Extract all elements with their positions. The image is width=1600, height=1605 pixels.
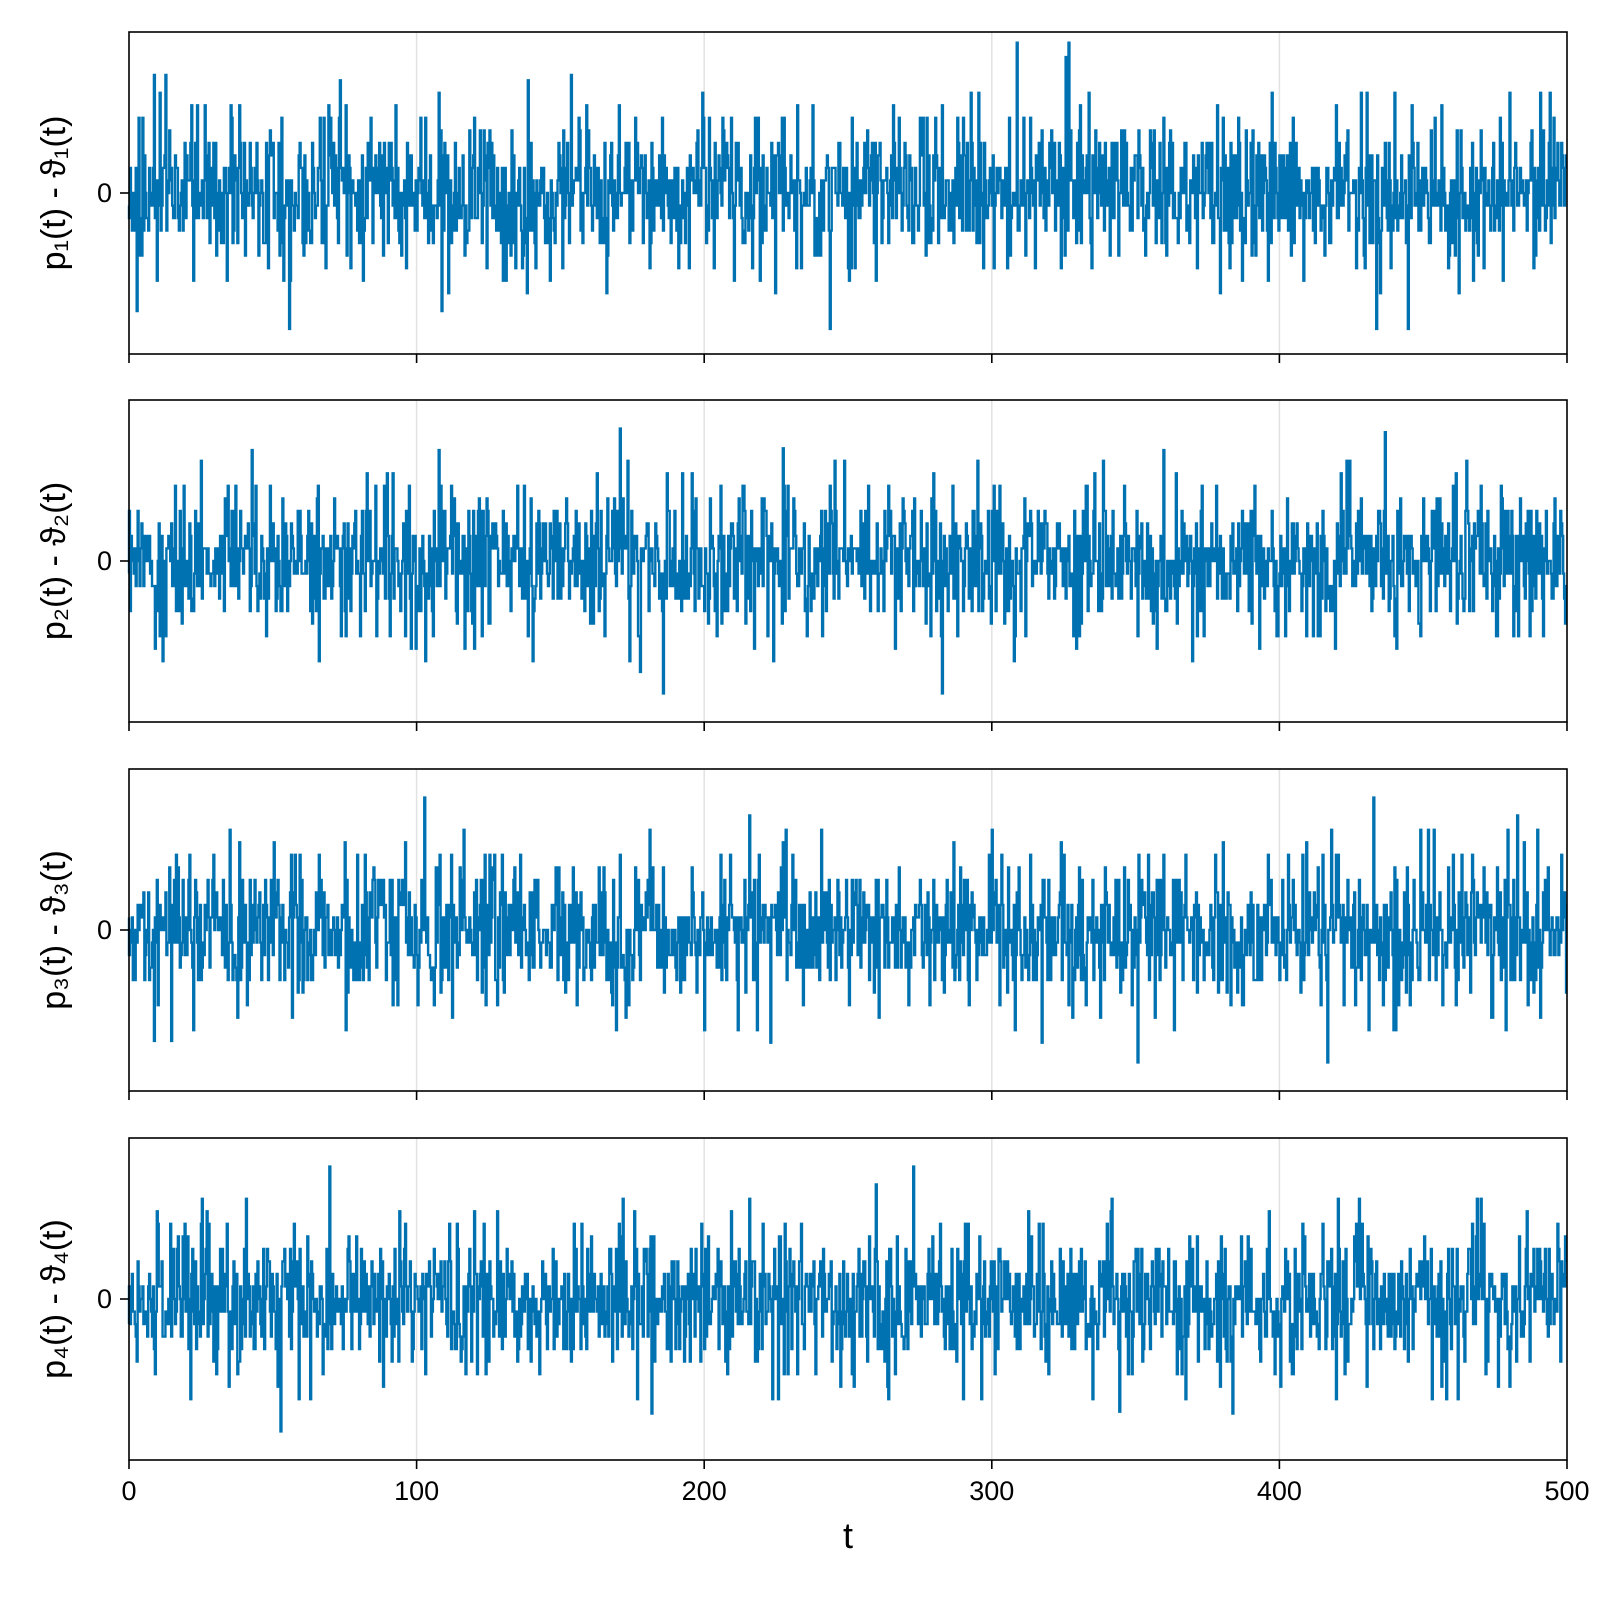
- series-line: [127, 41, 1568, 331]
- panel-2: 0 p₂(t) - ϑ₂(t): [35, 399, 1568, 731]
- y-tick-label: 0: [97, 546, 112, 576]
- panel-1: 0 p₁(t) - ϑ₁(t): [35, 31, 1568, 363]
- y-tick-label: 0: [97, 178, 112, 208]
- y-axis-label: p₁(t) - ϑ₁(t): [35, 116, 73, 271]
- panel-3: 0 p₃(t) - ϑ₃(t): [35, 768, 1568, 1100]
- y-tick-label: 0: [97, 1284, 112, 1314]
- x-tick-label: 0: [121, 1476, 136, 1506]
- x-tick-label: 200: [682, 1476, 727, 1506]
- y-axis-label: p₂(t) - ϑ₂(t): [35, 482, 73, 640]
- x-axis-label: t: [843, 1515, 853, 1556]
- panel-4: 0 p₄(t) - ϑ₄(t) 0 100 200 300 400 500 t: [35, 1137, 1590, 1556]
- series-line: [127, 796, 1568, 1064]
- series-line: [127, 427, 1568, 695]
- x-tick-label: 300: [969, 1476, 1014, 1506]
- x-tick-label: 100: [394, 1476, 439, 1506]
- series-line: [127, 1165, 1568, 1433]
- y-axis-label: p₃(t) - ϑ₃(t): [35, 850, 73, 1010]
- x-tick-label: 400: [1257, 1476, 1302, 1506]
- y-axis-label: p₄(t) - ϑ₄(t): [35, 1219, 73, 1379]
- y-tick-label: 0: [97, 915, 112, 945]
- x-tick-label: 500: [1544, 1476, 1589, 1506]
